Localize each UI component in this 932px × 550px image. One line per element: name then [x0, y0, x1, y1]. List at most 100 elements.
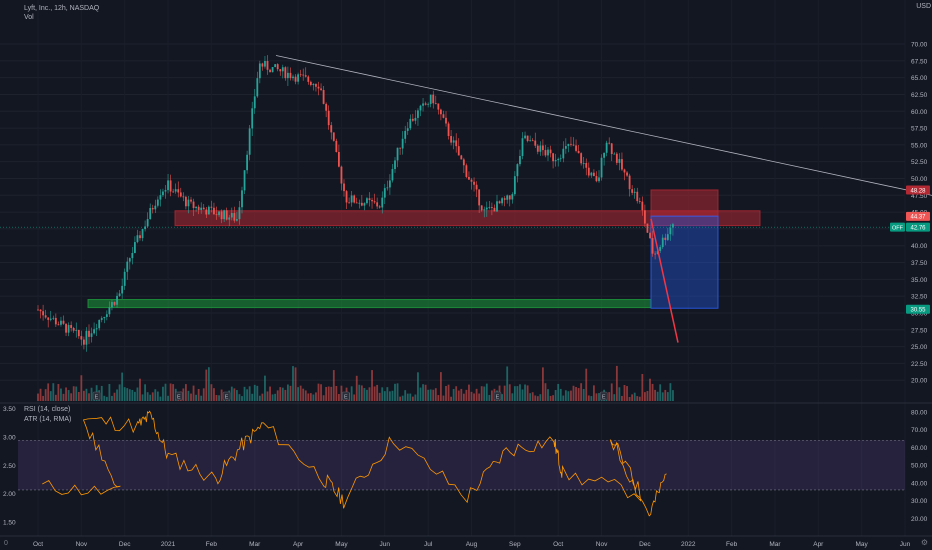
candle — [399, 147, 401, 149]
y-tick-label: 55.00 — [911, 142, 928, 149]
candle — [381, 197, 384, 208]
x-tick-label: Apr — [293, 541, 304, 548]
volume-bar — [419, 387, 422, 401]
volume-bar — [126, 388, 129, 401]
candle — [559, 158, 562, 160]
rsi-legend[interactable]: RSI (14, close) — [24, 406, 71, 413]
drawings[interactable] — [275, 55, 932, 343]
volume-bar — [672, 390, 674, 401]
volume-bar — [205, 369, 208, 401]
volume-bar — [62, 393, 65, 401]
volume-bar — [60, 388, 62, 401]
candle — [75, 329, 78, 331]
x-tick-label: Mar — [769, 541, 781, 548]
candle — [585, 163, 588, 168]
candle — [141, 229, 144, 239]
candle — [261, 63, 264, 67]
volume-bar — [253, 384, 256, 401]
x-tick-label: Dec — [119, 541, 131, 548]
symbol-legend[interactable]: Lyft, Inc., 12h, NASDAQ — [24, 5, 100, 12]
volume-bar — [77, 391, 80, 401]
volume-bar — [536, 396, 539, 401]
candle — [600, 157, 603, 178]
x-tick-label: Sep — [509, 541, 521, 548]
candle — [615, 153, 618, 163]
candle — [567, 143, 570, 147]
candle — [424, 103, 427, 105]
settings-icon[interactable]: ⚙ — [920, 538, 928, 547]
candle — [475, 184, 478, 190]
candle — [256, 78, 259, 97]
candle — [103, 316, 106, 319]
x-tick-label: Jun — [900, 541, 911, 548]
volume-bar — [154, 389, 157, 401]
candle — [552, 153, 554, 162]
volume-bar — [258, 395, 261, 401]
candle — [626, 172, 628, 176]
volume-bar — [264, 375, 266, 401]
volume-legend[interactable]: Vol — [24, 14, 34, 21]
earnings-marker-label: E — [344, 395, 348, 401]
candle — [631, 189, 634, 193]
y-tick-label: 57.50 — [911, 126, 928, 133]
volume-bar — [483, 386, 486, 401]
candle — [442, 114, 445, 118]
volume-bar — [338, 394, 340, 401]
candle — [570, 143, 572, 145]
volume-bar — [220, 389, 223, 401]
candle — [389, 180, 391, 188]
volume-bar — [628, 396, 631, 401]
candle — [506, 195, 509, 200]
candle — [549, 149, 552, 154]
candle — [197, 206, 200, 210]
candle — [457, 146, 460, 156]
volume-bar — [491, 390, 493, 401]
volume-bar — [315, 392, 317, 401]
candle — [39, 309, 42, 312]
volume-bar — [610, 383, 613, 401]
candle — [516, 164, 519, 177]
volume-bar — [506, 366, 509, 401]
earnings-marker-label: E — [602, 395, 606, 401]
volume-bar — [389, 391, 391, 401]
candle — [513, 176, 516, 195]
candle — [358, 202, 361, 204]
volume-bar — [218, 395, 220, 401]
atr-legend[interactable]: ATR (14, RMA) — [24, 416, 72, 423]
atr-tick-label: 2.50 — [3, 463, 16, 470]
volume-bar — [210, 384, 213, 401]
candles — [37, 55, 674, 352]
candle — [90, 333, 93, 337]
candle — [335, 140, 338, 152]
candle — [496, 201, 498, 212]
candle — [284, 67, 287, 79]
y-tick-label: 70.00 — [911, 42, 928, 49]
candle — [60, 320, 62, 325]
rsi-tick-label: 80.00 — [911, 409, 928, 416]
candle — [202, 207, 205, 210]
volume-bar — [542, 367, 544, 401]
volume-bar — [488, 394, 491, 401]
candle — [646, 223, 649, 233]
volume-bar — [57, 384, 60, 401]
candle — [488, 206, 491, 208]
candle — [83, 339, 85, 345]
candle — [531, 140, 534, 142]
candle — [144, 226, 146, 230]
candle — [134, 242, 136, 253]
candle — [185, 196, 187, 207]
candle — [264, 60, 266, 67]
volume-bar — [276, 390, 279, 401]
volume-bar — [256, 385, 259, 401]
volume-bar — [567, 391, 570, 401]
candle — [455, 140, 458, 147]
candle — [149, 208, 152, 220]
candle — [128, 258, 131, 262]
volume-bar — [49, 391, 52, 401]
candle — [223, 210, 226, 220]
candle — [309, 81, 312, 85]
y-tick-label: 65.00 — [911, 75, 928, 82]
volume-bar — [429, 389, 432, 401]
candle — [493, 207, 496, 212]
